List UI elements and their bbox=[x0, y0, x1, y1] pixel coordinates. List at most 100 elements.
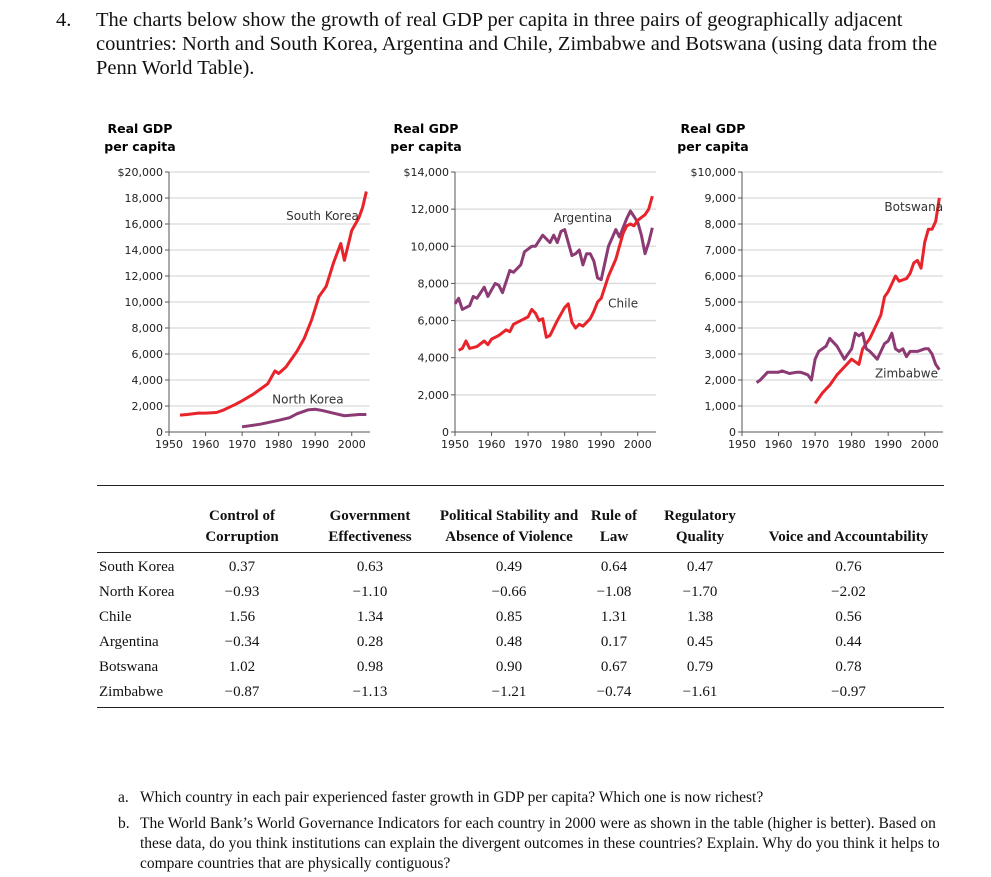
series-line-argentina bbox=[453, 209, 654, 311]
table-row: Botswana 1.02 0.98 0.90 0.67 0.79 0.78 bbox=[97, 653, 944, 678]
x-tick-label: 1950 bbox=[155, 438, 183, 451]
x-tick-label: 1980 bbox=[265, 438, 293, 451]
y-tick-label: 0 bbox=[156, 426, 163, 439]
x-tick-label: 2000 bbox=[338, 438, 366, 451]
series-line-botswana bbox=[813, 197, 941, 405]
y-tick-label: 0 bbox=[729, 426, 736, 439]
x-tick-label: 1960 bbox=[478, 438, 506, 451]
series-line-south-korea bbox=[179, 191, 368, 417]
y-axis-label: Real GDP bbox=[681, 121, 746, 136]
y-axis-label: Real GDP bbox=[108, 121, 173, 136]
value-cell: 0.48 bbox=[495, 634, 523, 650]
column-header: Government Effectiveness bbox=[303, 485, 437, 553]
column-header: Political Stability and Absence of Viole… bbox=[437, 485, 581, 553]
value-cell: 0.64 bbox=[600, 559, 628, 575]
value-cell: 0.28 bbox=[356, 634, 384, 650]
series-label: North Korea bbox=[272, 392, 343, 406]
table-row: Chile 1.56 1.34 0.85 1.31 1.38 0.56 bbox=[97, 603, 944, 628]
series-line-chile bbox=[457, 195, 654, 352]
x-tick-label: 1960 bbox=[765, 438, 793, 451]
country-cell: Chile bbox=[99, 609, 132, 625]
y-tick-label: 6,000 bbox=[132, 348, 164, 361]
y-tick-label: 6,000 bbox=[705, 270, 737, 283]
part-b: b. The World Bank’s World Governance Ind… bbox=[118, 814, 948, 874]
y-tick-label: 4,000 bbox=[418, 352, 450, 365]
series-label: Chile bbox=[608, 297, 638, 311]
y-axis-label: per capita bbox=[677, 139, 748, 154]
value-cell: 0.78 bbox=[835, 659, 862, 675]
value-cell: −1.08 bbox=[596, 584, 632, 600]
y-tick-label: 7,000 bbox=[705, 244, 737, 257]
y-tick-label: 2,000 bbox=[418, 389, 450, 402]
y-tick-label: 5,000 bbox=[705, 296, 737, 309]
x-tick-label: 1990 bbox=[301, 438, 329, 451]
table-row: North Korea −0.93 −1.10 −0.66 −1.08 −1.70 −2.0… bbox=[97, 578, 944, 603]
y-tick-label: 10,000 bbox=[125, 296, 164, 309]
value-cell: 0.63 bbox=[356, 559, 384, 575]
value-cell: −0.74 bbox=[581, 678, 647, 708]
y-tick-label: 10,000 bbox=[411, 240, 450, 253]
value-cell: 0.56 bbox=[835, 609, 862, 625]
value-cell: −1.61 bbox=[647, 678, 753, 708]
x-tick-label: 1950 bbox=[728, 438, 756, 451]
y-tick-label: 18,000 bbox=[125, 192, 164, 205]
value-cell: −1.13 bbox=[303, 678, 437, 708]
value-cell: 0.49 bbox=[495, 559, 523, 575]
value-cell: 0.47 bbox=[686, 559, 714, 575]
value-cell: −0.34 bbox=[224, 634, 260, 650]
y-tick-label: 2,000 bbox=[705, 374, 737, 387]
value-cell: 1.34 bbox=[356, 609, 384, 625]
column-header: Regulatory Quality bbox=[647, 485, 753, 553]
y-tick-label: 1,000 bbox=[705, 400, 737, 413]
y-tick-label: 8,000 bbox=[132, 322, 164, 335]
value-cell: −2.02 bbox=[831, 584, 866, 600]
country-cell: South Korea bbox=[99, 559, 175, 575]
y-tick-label: 6,000 bbox=[418, 315, 450, 328]
x-tick-label: 1980 bbox=[551, 438, 579, 451]
column-header: Rule of Law bbox=[581, 485, 647, 553]
y-tick-label: 3,000 bbox=[705, 348, 737, 361]
y-tick-label: 0 bbox=[442, 426, 449, 439]
x-tick-label: 2000 bbox=[911, 438, 939, 451]
x-tick-label: 1990 bbox=[874, 438, 902, 451]
question: 4. The charts below show the growth of r… bbox=[56, 8, 956, 80]
x-tick-label: 1970 bbox=[801, 438, 829, 451]
value-cell: 0.90 bbox=[495, 659, 523, 675]
x-tick-label: 1980 bbox=[838, 438, 866, 451]
value-cell: −0.97 bbox=[753, 678, 944, 708]
question-number: 4. bbox=[56, 9, 72, 31]
series-label: Botswana bbox=[884, 200, 943, 214]
value-cell: 1.31 bbox=[600, 609, 628, 625]
series-label: Argentina bbox=[554, 211, 613, 225]
y-tick-label: 14,000 bbox=[125, 244, 164, 257]
value-cell: −1.10 bbox=[352, 584, 388, 600]
series-label: South Korea bbox=[286, 209, 359, 223]
question-text: The charts below show the growth of real… bbox=[96, 9, 938, 79]
value-cell: 0.44 bbox=[835, 634, 862, 650]
y-tick-label: $14,000 bbox=[404, 166, 450, 179]
value-cell: 0.45 bbox=[686, 634, 714, 650]
column-header: Control of Corruption bbox=[181, 485, 303, 553]
y-tick-label: 4,000 bbox=[705, 322, 737, 335]
value-cell: −1.21 bbox=[437, 678, 581, 708]
y-tick-label: 16,000 bbox=[125, 218, 164, 231]
x-tick-label: 2000 bbox=[624, 438, 652, 451]
value-cell: 0.85 bbox=[495, 609, 523, 625]
x-tick-label: 1960 bbox=[192, 438, 220, 451]
series-line-north-korea bbox=[241, 407, 367, 429]
x-tick-label: 1970 bbox=[514, 438, 542, 451]
y-tick-label: 2,000 bbox=[132, 400, 164, 413]
y-axis-label: Real GDP bbox=[394, 121, 459, 136]
y-tick-label: $10,000 bbox=[691, 166, 737, 179]
column-header: Voice and Accountability bbox=[753, 485, 944, 553]
value-cell: −0.87 bbox=[181, 678, 303, 708]
table-row: Zimbabwe −0.87 −1.13 −1.21 −0.74 −1.61 −0.97 bbox=[97, 678, 944, 708]
x-tick-label: 1950 bbox=[441, 438, 469, 451]
value-cell: −1.70 bbox=[682, 584, 718, 600]
value-cell: 1.02 bbox=[228, 659, 256, 675]
chart-argentina-chile: Real GDP per capita 0 2,000 4,000 6,000 8,000 1… bbox=[390, 121, 656, 451]
country-cell: Argentina bbox=[99, 634, 159, 650]
x-tick-label: 1970 bbox=[228, 438, 256, 451]
country-cell: Zimbabwe bbox=[97, 678, 181, 708]
part-text: The World Bank’s World Governance Indica… bbox=[140, 815, 940, 872]
